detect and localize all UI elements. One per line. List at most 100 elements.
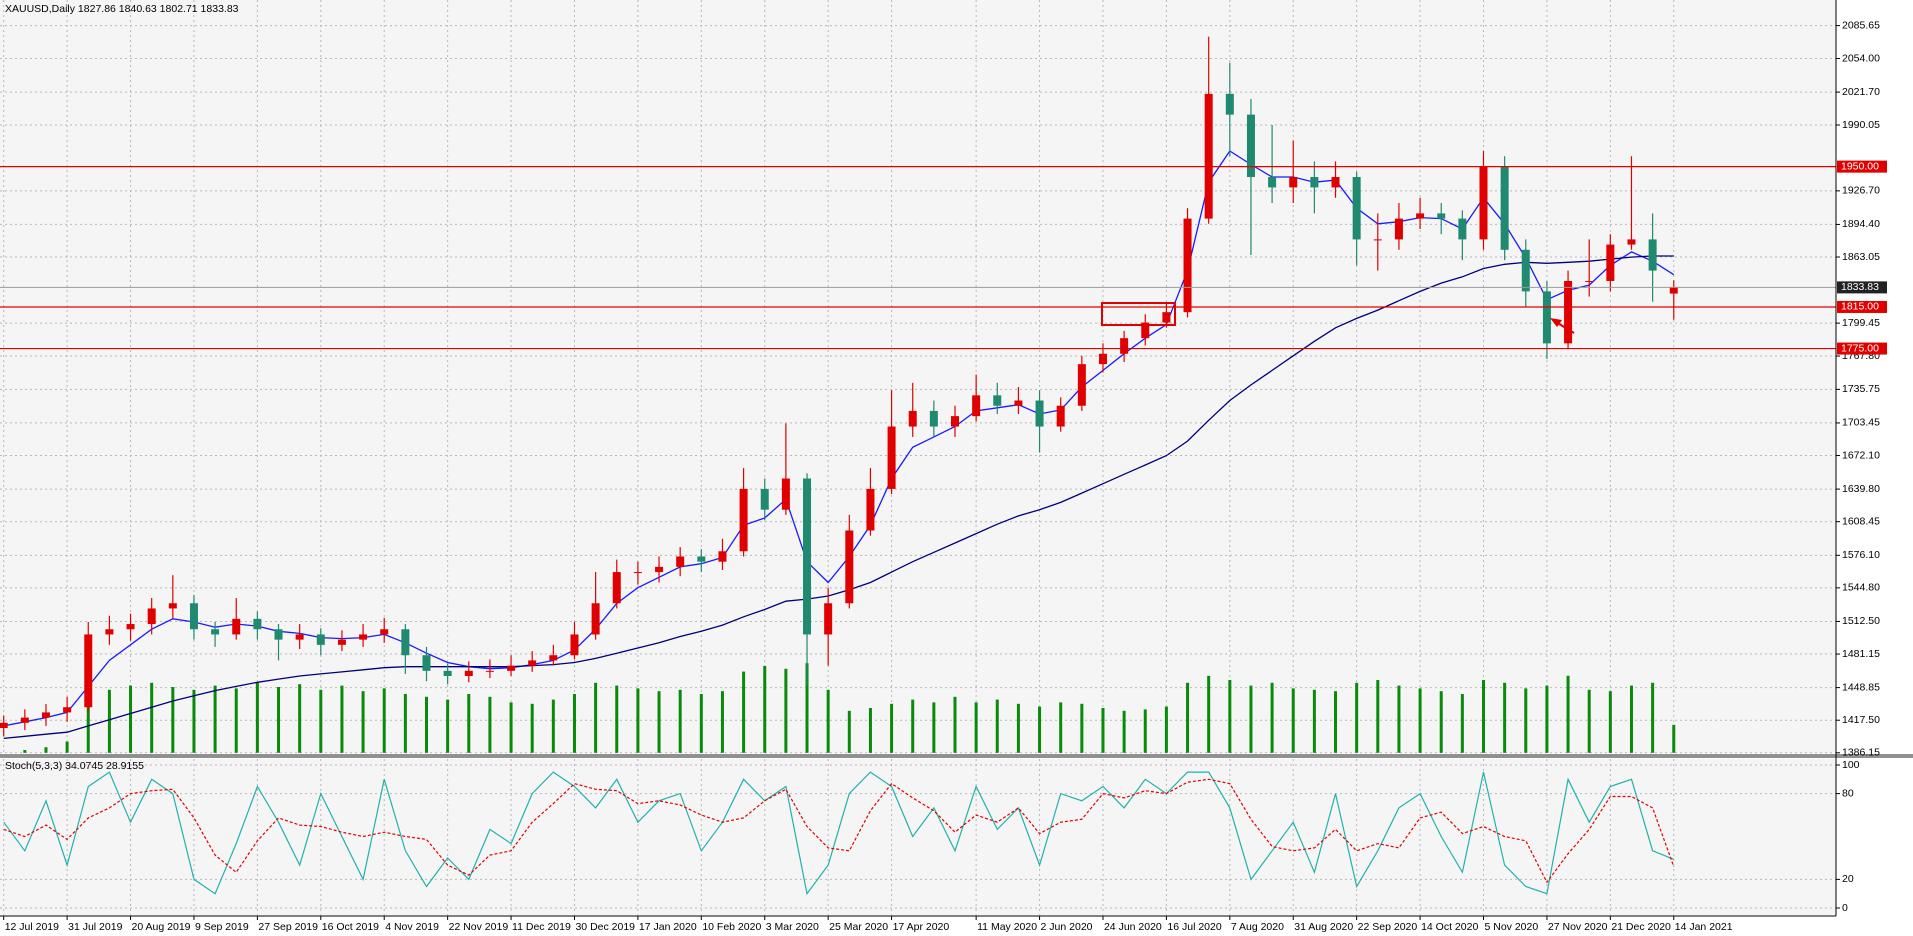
volume-bar [1651, 682, 1655, 753]
volume-bar [234, 688, 238, 753]
x-tick-label: 27 Nov 2020 [1548, 921, 1608, 933]
x-tick-label: 30 Dec 2019 [575, 921, 635, 933]
level-label-bg [1837, 160, 1887, 173]
volume-bar [1418, 688, 1422, 753]
x-tick-label: 12 Jul 2019 [5, 921, 59, 933]
volume-bar [1460, 694, 1464, 753]
x-tick-label: 20 Aug 2019 [132, 921, 191, 933]
volume-bar [1376, 680, 1380, 753]
volume-bar [805, 663, 809, 753]
stoch-line [3, 778, 1675, 884]
candle-body [147, 608, 156, 625]
candle-body [929, 410, 938, 427]
y-tick-label: 1799.45 [1842, 317, 1880, 329]
x-tick-label: 14 Jan 2021 [1675, 921, 1733, 933]
volume-bar [1228, 680, 1232, 753]
volume-bar [678, 689, 682, 753]
volume-bar [1207, 675, 1211, 753]
y-tick-label: 1386.15 [1842, 747, 1880, 759]
volume-bar [446, 699, 450, 753]
price-panel [0, 0, 1836, 753]
x-tick-label: 24 Jun 2020 [1104, 921, 1162, 933]
candle-body [1352, 177, 1361, 240]
y-tick-label: 1894.40 [1842, 218, 1880, 230]
level-label: 1950.00 [1841, 160, 1879, 172]
volume-bar [953, 696, 957, 753]
y-tick-label: 2021.70 [1842, 86, 1880, 98]
x-tick-label: 21 Dec 2020 [1611, 921, 1671, 933]
candle-body [633, 572, 642, 574]
y-tick-label: 1735.75 [1842, 383, 1880, 395]
candle-body [1014, 400, 1023, 406]
candle-body [1648, 239, 1657, 271]
candle-body [232, 618, 241, 635]
candle-body [401, 629, 410, 656]
volume-bar [382, 688, 386, 753]
volume-bar [129, 685, 133, 753]
candle-body [1606, 244, 1615, 281]
candle-body [443, 670, 452, 677]
candle-body [591, 603, 600, 635]
candle-body [951, 416, 959, 427]
volume-bar [911, 699, 915, 753]
stoch-label: Stoch(5,3,3) 34.0745 28.9155 [5, 760, 144, 772]
volume-bar [720, 691, 724, 753]
volume-bar [1524, 688, 1528, 753]
volume-bar [1270, 682, 1274, 753]
candle-body [739, 488, 748, 552]
candle-body [1373, 239, 1382, 241]
candle-body [803, 478, 812, 635]
volume-bar [1122, 710, 1126, 753]
candle-body [126, 624, 135, 630]
candle-body [655, 566, 664, 573]
volume-bar [1334, 691, 1338, 753]
candle-body [1542, 291, 1551, 344]
annotation-arrow [1550, 318, 1575, 334]
candle-body [337, 639, 346, 645]
volume-bar [974, 702, 978, 753]
candle-body [1289, 177, 1298, 188]
candle-body [295, 634, 304, 640]
volume-bar [1482, 680, 1485, 753]
volume-bar [1038, 706, 1042, 753]
volume-bar [1355, 682, 1359, 753]
volume-bar [1587, 689, 1591, 753]
stoch-line [3, 771, 1675, 896]
x-tick-label: 22 Nov 2019 [449, 921, 509, 933]
candle-body [1458, 218, 1467, 240]
volume-bar [192, 689, 196, 753]
volume-bar [1672, 724, 1676, 753]
candle-body [1077, 364, 1086, 406]
x-tick-label: 25 Mar 2020 [829, 921, 888, 933]
x-tick-label: 9 Sep 2019 [195, 921, 249, 933]
candle-body [993, 395, 1002, 406]
y-tick-label: 1576.10 [1842, 549, 1880, 561]
current-price-bg [1837, 281, 1887, 294]
y-tick-label: 1926.70 [1842, 185, 1880, 197]
volume-bar [319, 689, 323, 753]
x-tick-label: 14 Oct 2020 [1421, 921, 1478, 933]
candle-body [612, 572, 621, 604]
plot-layer [0, 0, 1836, 915]
volume-bar [171, 687, 175, 753]
volume-bar [1101, 708, 1105, 753]
candle-body [464, 670, 473, 677]
candle-body [0, 722, 8, 729]
volume-bar [1249, 685, 1253, 753]
candle-body [1162, 312, 1171, 323]
candle-body [908, 410, 917, 427]
level-label-bg [1837, 300, 1887, 313]
volume-bar [340, 685, 344, 753]
candle-body [824, 603, 833, 635]
candle-body [1500, 166, 1509, 250]
volume-bar [1439, 691, 1443, 753]
candle-body [1246, 114, 1255, 178]
volume-bar [551, 699, 555, 753]
x-tick-label: 2 Jun 2020 [1041, 921, 1093, 933]
volume-bar [1291, 688, 1295, 753]
volume-bar [277, 687, 281, 753]
candle-body [1141, 322, 1150, 339]
candle-body [570, 634, 579, 656]
volume-bar [699, 694, 703, 753]
volume-bar [1397, 685, 1401, 753]
